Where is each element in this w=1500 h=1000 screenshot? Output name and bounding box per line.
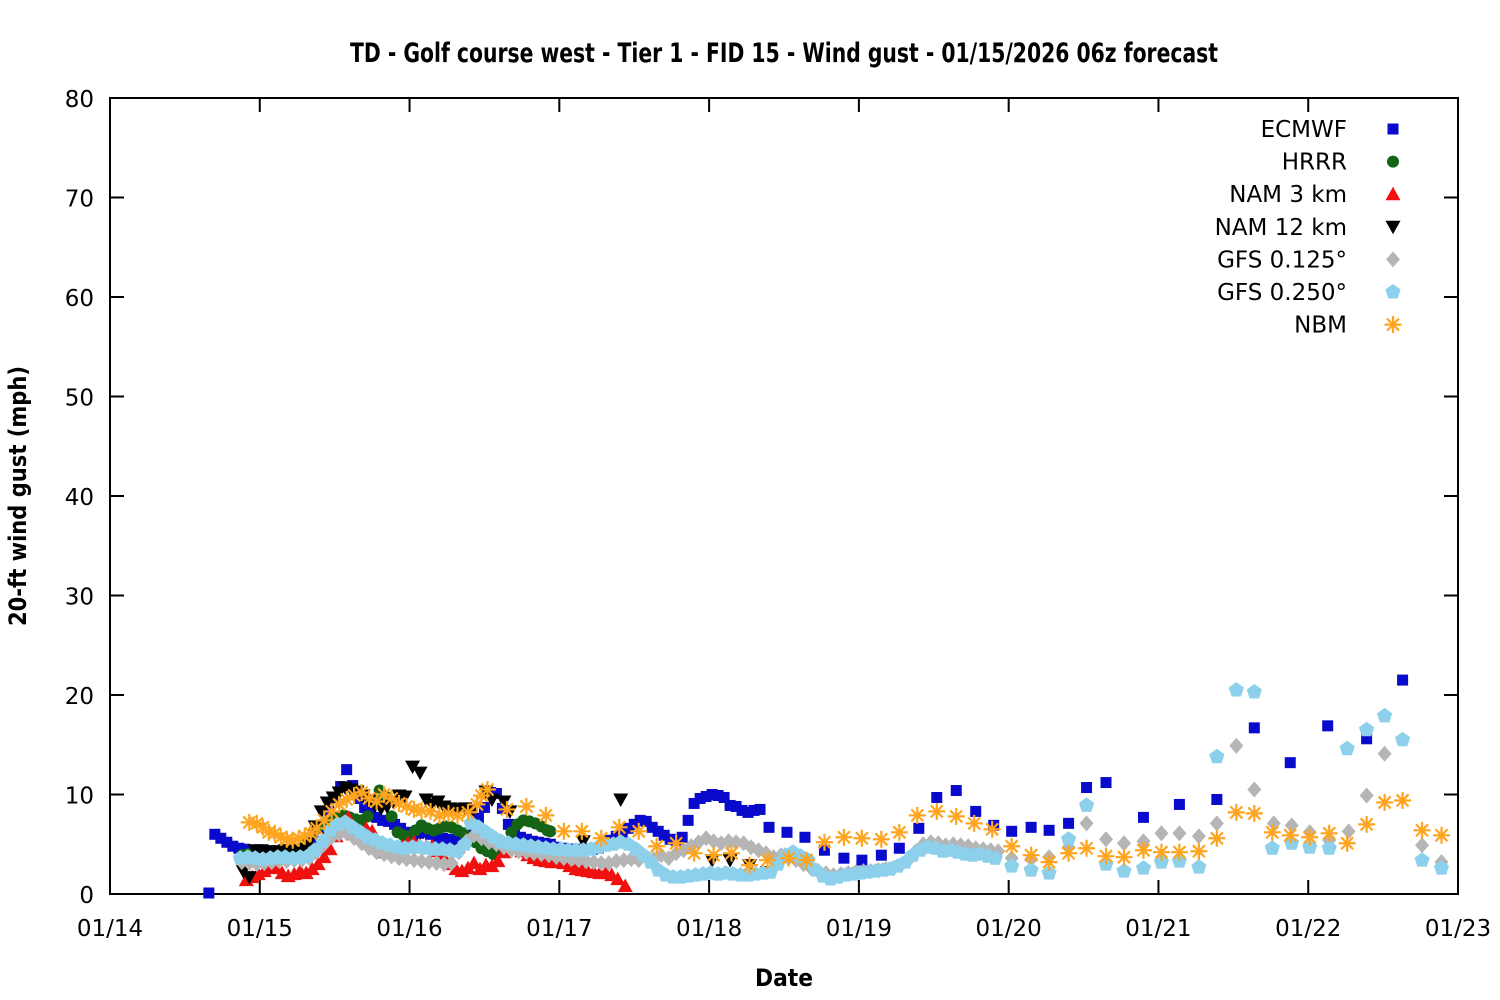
y-tick-label: 60 xyxy=(65,286,94,312)
plot-series xyxy=(203,674,1451,899)
legend-label-nbm: NBM xyxy=(1294,313,1347,339)
legend-label-hrrr: HRRR xyxy=(1282,150,1347,176)
x-tick-label: 01/15 xyxy=(227,916,293,942)
nam-3-km-marker-icon xyxy=(1385,186,1401,201)
plot-axes: 01/14 01/15 01/16 01/17 01/18 01/19 01/20 01/21… xyxy=(65,87,1491,942)
legend-label-nam-3-km: NAM 3 km xyxy=(1229,182,1347,208)
chart-title: TD - Golf course west - Tier 1 - FID 15 … xyxy=(350,38,1218,69)
x-tick-label: 01/23 xyxy=(1425,916,1491,942)
y-axis-label: 20-ft wind gust (mph) xyxy=(4,366,32,626)
x-axis-label: Date xyxy=(755,964,813,992)
legend-label-gfs-0-125: GFS 0.125° xyxy=(1217,247,1347,273)
y-tick-label: 80 xyxy=(65,87,94,113)
gfs-0-250-marker-icon xyxy=(1385,284,1401,299)
x-tick-label: 01/19 xyxy=(826,916,892,942)
hrrr-marker-icon xyxy=(1387,155,1399,168)
series-gfs-0-250 xyxy=(232,682,1450,886)
series-nbm xyxy=(240,781,1451,874)
x-tick-label: 01/17 xyxy=(526,916,592,942)
legend-item-nam-3-km: NAM 3 km xyxy=(1229,182,1401,208)
chart-legend: ECMWF HRRR NAM 3 km NAM 12 km GFS 0.125° GFS … xyxy=(1215,117,1402,339)
legend-item-ecmwf: ECMWF xyxy=(1261,117,1399,143)
legend-item-gfs-0-125: GFS 0.125° xyxy=(1217,247,1400,273)
y-tick-label: 70 xyxy=(65,187,94,213)
legend-item-nam-12-km: NAM 12 km xyxy=(1215,215,1401,241)
legend-label-nam-12-km: NAM 12 km xyxy=(1215,215,1347,241)
legend-label-ecmwf: ECMWF xyxy=(1261,117,1347,143)
x-tick-label: 01/20 xyxy=(976,916,1042,942)
y-tick-label: 40 xyxy=(65,485,94,511)
legend-item-nbm: NBM xyxy=(1294,313,1402,339)
legend-label-gfs-0-250: GFS 0.250° xyxy=(1217,280,1347,306)
legend-item-hrrr: HRRR xyxy=(1282,150,1399,176)
y-tick-label: 0 xyxy=(79,883,94,909)
y-tick-label: 50 xyxy=(65,386,94,412)
x-tick-label: 01/16 xyxy=(376,916,442,942)
legend-item-gfs-0-250: GFS 0.250° xyxy=(1217,280,1401,306)
x-tick-label: 01/18 xyxy=(676,916,742,942)
y-tick-label: 20 xyxy=(65,684,94,710)
y-tick-label: 10 xyxy=(65,784,94,810)
x-tick-label: 01/14 xyxy=(77,916,143,942)
ecmwf-marker-icon xyxy=(1387,123,1399,135)
gfs-0-125-marker-icon xyxy=(1386,251,1400,268)
x-tick-label: 01/21 xyxy=(1125,916,1191,942)
x-tick-label: 01/22 xyxy=(1275,916,1341,942)
y-tick-label: 30 xyxy=(65,585,94,611)
nbm-marker-icon xyxy=(1384,316,1402,334)
nam-12-km-marker-icon xyxy=(1385,220,1401,235)
